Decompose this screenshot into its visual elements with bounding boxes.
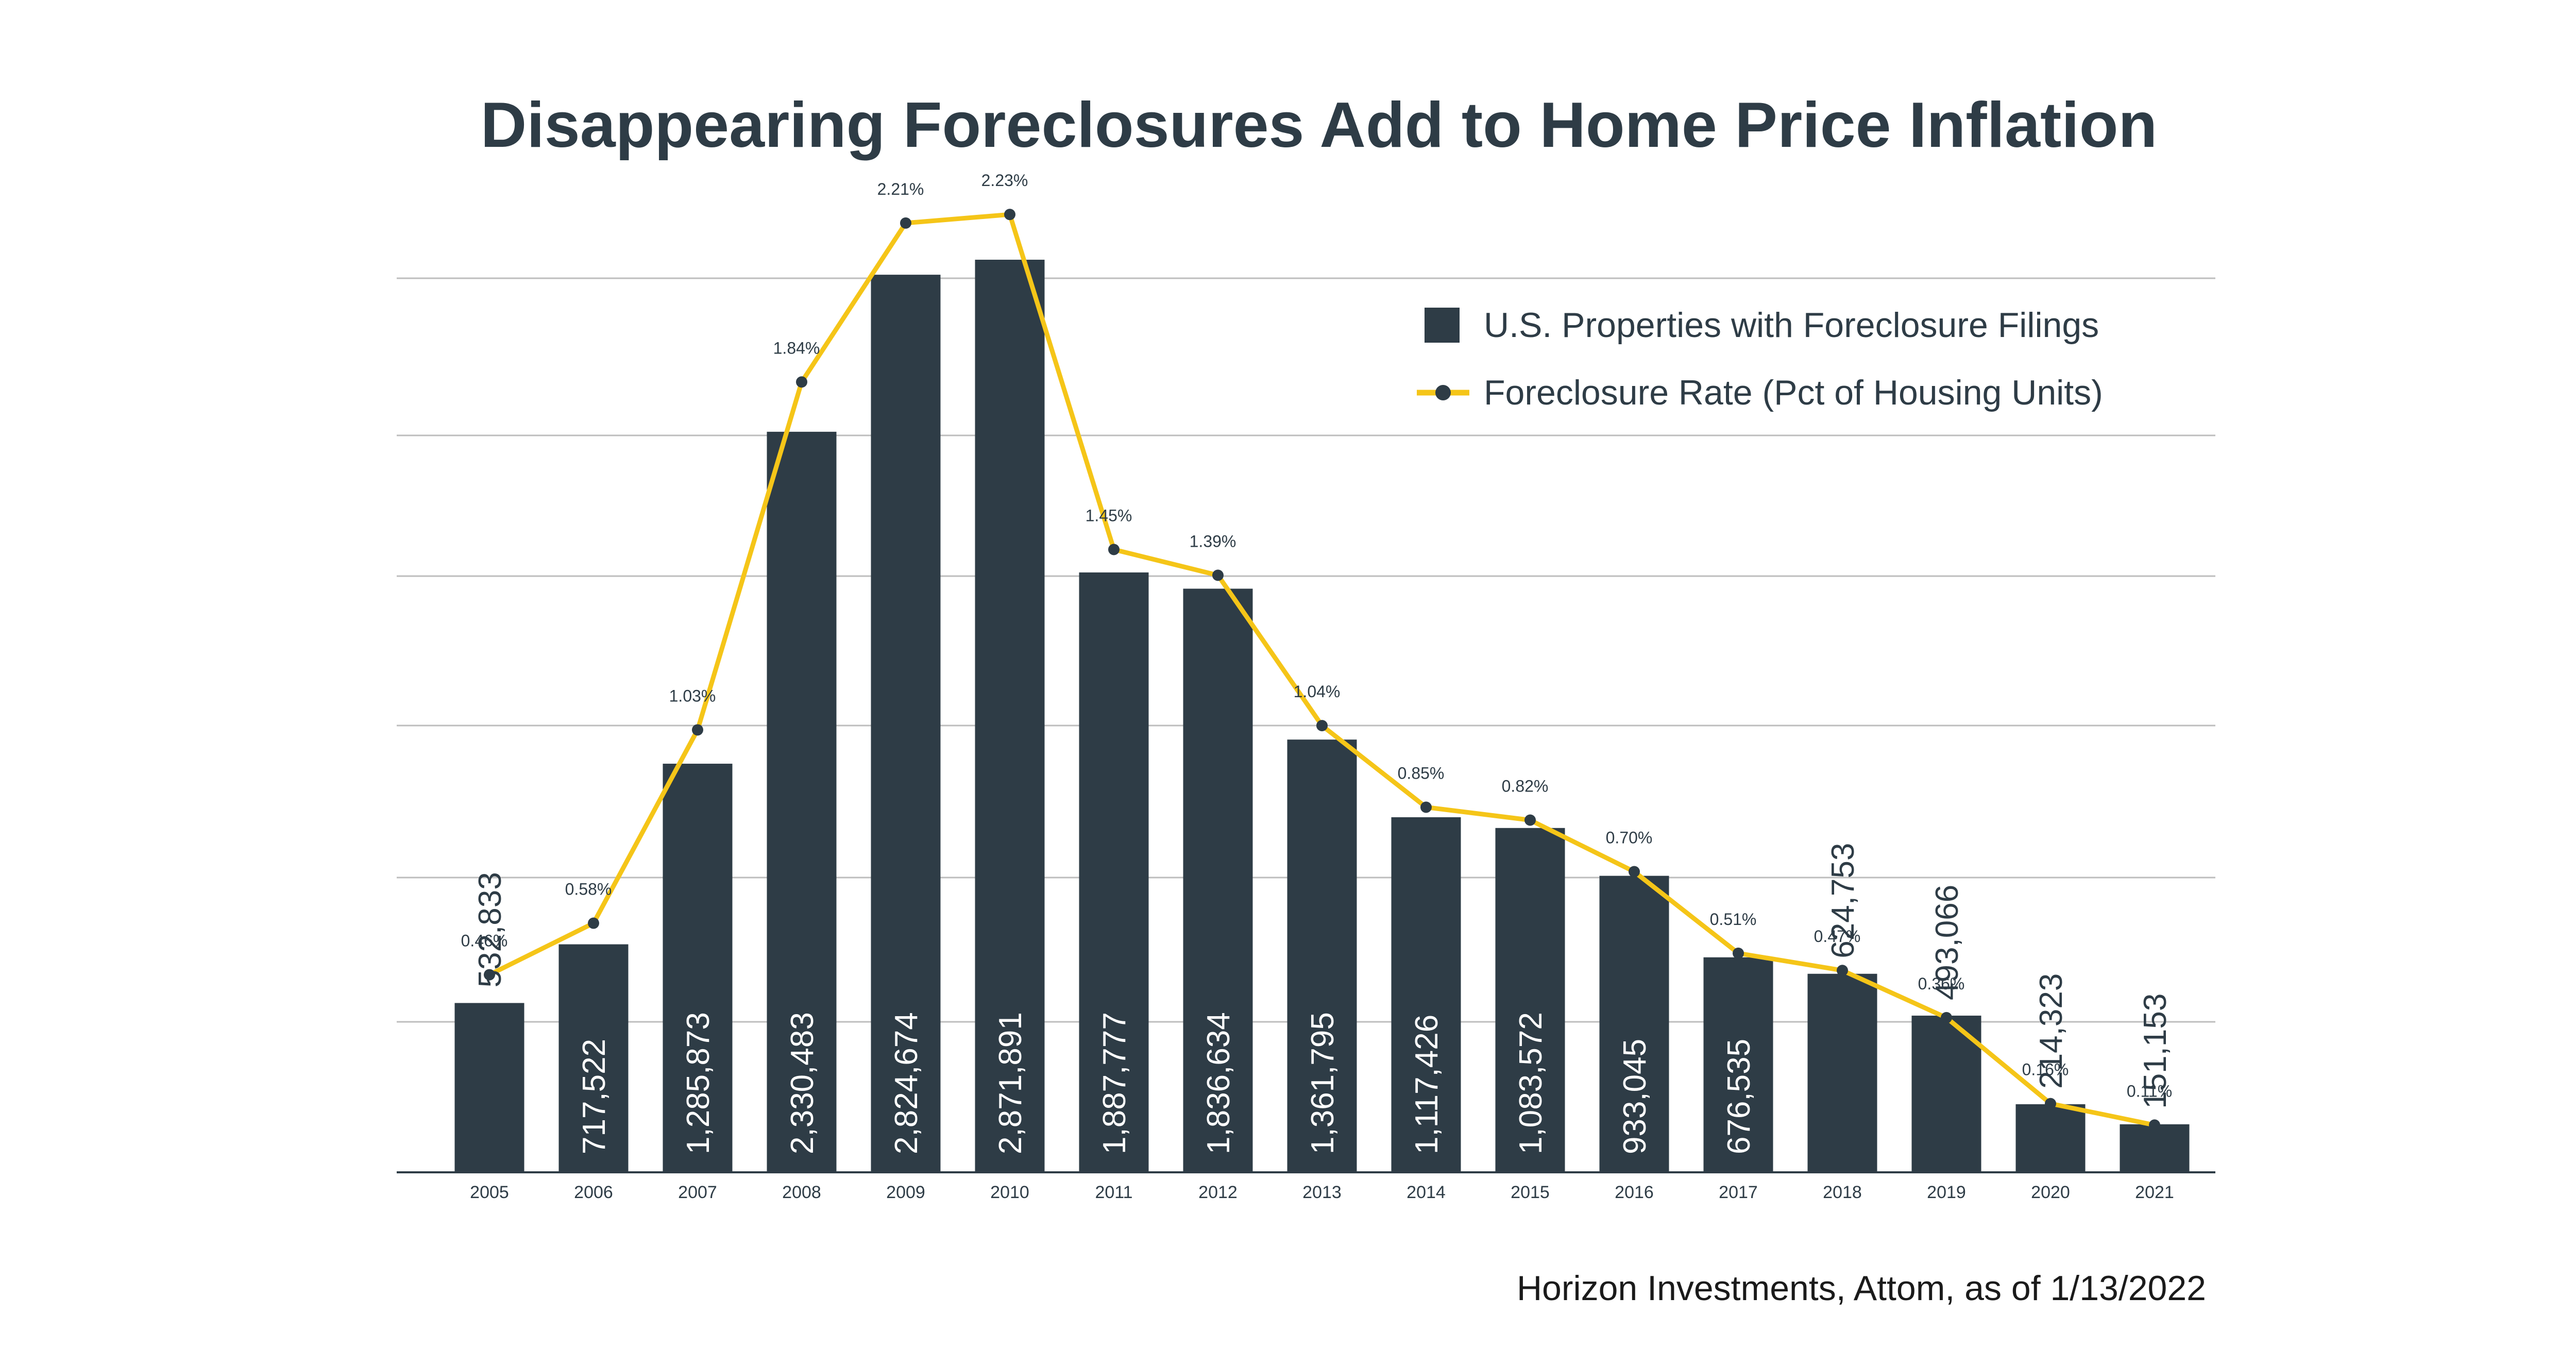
rate-label: 2.21%	[877, 180, 924, 198]
rate-label: 0.36%	[1918, 974, 1965, 993]
rate-label: 1.45%	[1086, 506, 1132, 525]
x-tick-label: 2010	[990, 1183, 1029, 1202]
rate-point	[484, 969, 495, 981]
rate-point	[1733, 947, 1744, 959]
bar-value-label: 532,833	[472, 872, 508, 987]
bar-value-label: 2,330,483	[785, 1012, 820, 1154]
x-tick-label: 2009	[886, 1183, 925, 1202]
x-tick-label: 2016	[1615, 1183, 1654, 1202]
rate-point	[1004, 209, 1015, 221]
rate-label: 1.84%	[773, 339, 820, 357]
rate-point	[692, 724, 703, 736]
x-tick-label: 2020	[2031, 1183, 2070, 1202]
legend: U.S. Properties with Foreclosure Filings…	[1417, 306, 2103, 412]
rate-label: 0.85%	[1398, 764, 1445, 782]
bar	[2015, 1104, 2086, 1172]
legend-swatch-marker	[1435, 385, 1451, 400]
rate-label: 1.04%	[1294, 682, 1341, 701]
bar	[1599, 875, 1669, 1172]
rate-point	[1108, 544, 1120, 555]
legend-label-bar: U.S. Properties with Foreclosure Filings	[1484, 306, 2099, 345]
rate-label: 0.11%	[2127, 1082, 2172, 1100]
bar	[1183, 588, 1253, 1172]
bar	[2120, 1124, 2190, 1172]
legend-label-line: Foreclosure Rate (Pct of Housing Units)	[1484, 373, 2103, 412]
bar	[1079, 572, 1149, 1172]
x-tick-label: 2018	[1823, 1183, 1862, 1202]
bar	[558, 944, 629, 1172]
bar	[767, 431, 837, 1172]
chart-title: Disappearing Foreclosures Add to Home Pr…	[481, 90, 2157, 161]
x-tick-label: 2019	[1927, 1183, 1966, 1202]
rate-label: 0.70%	[1606, 829, 1653, 847]
bar-value-label: 493,066	[1929, 885, 1965, 1000]
bar-value-label: 676,535	[1721, 1039, 1757, 1154]
rate-point	[1941, 1012, 1952, 1023]
rate-label: 0.47%	[1814, 927, 1861, 946]
data-labels: 532,833 717,522 1,285,873 2,330,483 2,824,67…	[472, 843, 2173, 1154]
rate-label: 0.82%	[1502, 777, 1549, 795]
bar-value-label: 214,323	[2033, 973, 2069, 1089]
rate-point	[796, 376, 807, 388]
bar-value-label: 1,117,426	[1409, 1015, 1445, 1154]
rate-point	[2045, 1098, 2056, 1109]
bar	[1911, 1015, 1981, 1172]
line-series: 0.46% 0.58% 1.03% 1.84% 2.21% 2.23% 1.45% 1.39%…	[461, 171, 2172, 1131]
bar-value-label: 933,045	[1617, 1039, 1653, 1154]
legend-swatch-bar	[1425, 308, 1460, 343]
rate-label: 0.58%	[565, 880, 612, 899]
rate-label: 0.16%	[2022, 1060, 2069, 1079]
rate-point	[1420, 801, 1432, 813]
bar	[1287, 739, 1357, 1172]
bar-series	[454, 260, 2190, 1173]
bar-value-label: 2,871,891	[993, 1012, 1028, 1154]
rate-label: 0.46%	[461, 932, 508, 950]
bar	[1391, 817, 1461, 1172]
x-tick-label: 2012	[1198, 1183, 1238, 1202]
bar-value-label: 1,083,572	[1513, 1012, 1549, 1154]
x-tick-label: 2008	[782, 1183, 821, 1202]
x-tick-label: 2015	[1511, 1183, 1550, 1202]
bar	[975, 260, 1045, 1173]
bar-value-label: 1,887,777	[1097, 1012, 1132, 1154]
bar	[1807, 973, 1877, 1172]
bar-value-label: 1,361,795	[1305, 1012, 1341, 1154]
bar-value-label: 624,753	[1825, 843, 1861, 958]
bar	[454, 1003, 524, 1172]
rate-label: 0.51%	[1710, 910, 1757, 929]
rate-point	[1629, 866, 1640, 878]
rate-label: 1.03%	[669, 686, 716, 705]
rate-point	[1316, 720, 1328, 732]
x-tick-label: 2006	[574, 1183, 613, 1202]
bar-value-label: 1,836,634	[1201, 1012, 1236, 1154]
x-tick-label: 2011	[1095, 1183, 1132, 1202]
bar-value-label: 1,285,873	[681, 1012, 716, 1154]
x-axis: 2005 2006 2007 2008 2009 2010 2011 2012 2013 2014…	[397, 1171, 2215, 1202]
rate-point	[900, 217, 911, 229]
bar	[663, 764, 733, 1172]
bar-value-label: 2,824,674	[889, 1012, 924, 1154]
rate-point	[588, 917, 599, 929]
source-note: Horizon Investments, Attom, as of 1/13/2…	[1517, 1269, 2206, 1308]
rate-point	[1212, 569, 1224, 581]
bar	[1703, 957, 1773, 1172]
x-tick-label: 2017	[1719, 1183, 1758, 1202]
bar	[1495, 828, 1565, 1172]
x-tick-label: 2014	[1406, 1183, 1446, 1202]
x-tick-label: 2005	[470, 1183, 509, 1202]
bar-value-label: 151,153	[2138, 994, 2173, 1109]
x-tick-label: 2007	[678, 1183, 717, 1202]
rate-point	[1524, 814, 1536, 826]
rate-point	[2149, 1119, 2160, 1131]
rate-label: 2.23%	[981, 171, 1028, 190]
bar	[871, 275, 941, 1172]
rate-label: 1.39%	[1190, 532, 1236, 550]
x-tick-label: 2013	[1302, 1183, 1342, 1202]
rate-point	[1837, 965, 1848, 976]
x-tick-label: 2021	[2135, 1183, 2174, 1202]
bar-value-label: 717,522	[577, 1039, 612, 1154]
